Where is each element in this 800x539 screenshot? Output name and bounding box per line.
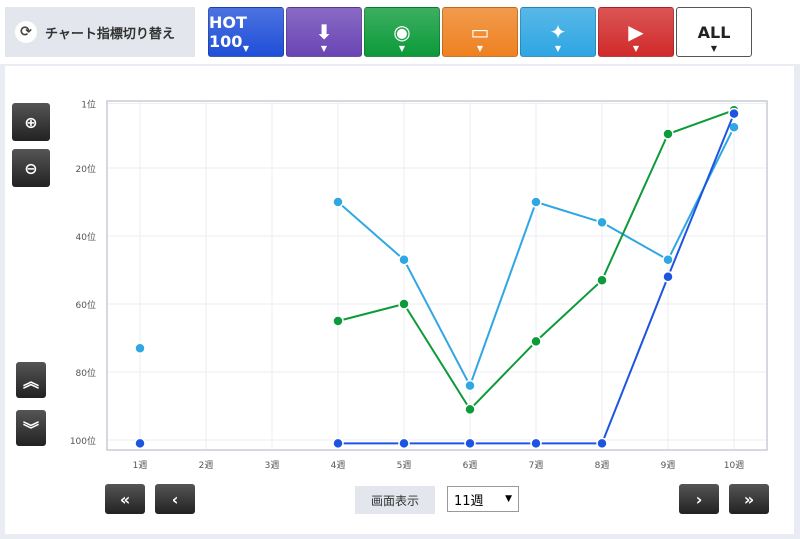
series-1-point bbox=[596, 274, 608, 286]
dropdown-arrow-icon: ▼ bbox=[505, 494, 512, 504]
series-2-point bbox=[464, 437, 476, 450]
series-2-point bbox=[662, 271, 674, 283]
tab-sales[interactable]: ⬇ ▼ bbox=[286, 7, 362, 57]
next-page-button[interactable]: › bbox=[679, 484, 719, 514]
series-1-segment bbox=[403, 303, 471, 410]
metric-tabs: HOT 100 ▼ ⬇ ▼ ◉ ▼ ▭ ▼ ✦ ▼ ▶ ▼ ALL ▼ bbox=[208, 7, 752, 57]
scroll-up-button[interactable]: ︽ bbox=[16, 362, 46, 398]
sales-icon: ⬇ bbox=[315, 20, 333, 44]
series-0-point bbox=[596, 216, 608, 229]
dropdown-arrow-icon: ▼ bbox=[710, 44, 718, 53]
series-2-point bbox=[332, 437, 344, 450]
chart-switch-label[interactable]: ⟳ チャート指標切り替え bbox=[5, 7, 195, 57]
series-0-point bbox=[134, 342, 146, 354]
dropdown-arrow-icon: ▼ bbox=[398, 44, 406, 53]
radio-icon: ◉ bbox=[393, 20, 411, 44]
y-tick-label: 80位 bbox=[76, 367, 96, 379]
zoom-out-button[interactable]: ⊖ bbox=[12, 149, 50, 187]
tab-twitter[interactable]: ✦ ▼ bbox=[520, 7, 596, 57]
y-tick-label: 40位 bbox=[76, 231, 96, 243]
x-tick-label: 8週 bbox=[595, 460, 610, 471]
dropdown-arrow-icon: ▼ bbox=[632, 44, 640, 53]
display-label: 画面表示 bbox=[355, 486, 435, 514]
series-1-point bbox=[398, 298, 410, 310]
series-0-segment bbox=[469, 201, 537, 386]
series-1-segment bbox=[601, 133, 669, 281]
series-0-point bbox=[398, 254, 410, 266]
youtube-icon: ▶ bbox=[628, 20, 644, 44]
last-page-button[interactable]: » bbox=[729, 484, 769, 514]
series-1-segment bbox=[667, 109, 735, 135]
x-tick-label: 2週 bbox=[199, 460, 214, 471]
series-1-point bbox=[662, 128, 674, 140]
x-tick-label: 10週 bbox=[724, 460, 744, 471]
series-1-segment bbox=[535, 279, 603, 343]
x-tick-label: 9週 bbox=[661, 460, 676, 471]
series-2-point bbox=[398, 437, 410, 450]
series-0-point bbox=[662, 254, 674, 266]
x-tick-label: 7週 bbox=[529, 460, 544, 471]
twitter-icon: ✦ bbox=[549, 20, 567, 44]
dropdown-arrow-icon: ▼ bbox=[242, 44, 250, 53]
tab-radio[interactable]: ◉ ▼ bbox=[364, 7, 440, 57]
series-2-point bbox=[728, 107, 740, 120]
tab-pc-cd[interactable]: ▭ ▼ bbox=[442, 7, 518, 57]
series-0-point bbox=[464, 379, 476, 392]
series-0-segment bbox=[601, 221, 669, 261]
y-tick-label: 1位 bbox=[81, 98, 96, 110]
series-2-segment bbox=[601, 276, 669, 444]
series-0-segment bbox=[535, 201, 603, 224]
first-page-button[interactable]: « bbox=[105, 484, 145, 514]
x-tick-label: 5週 bbox=[397, 460, 412, 471]
dropdown-arrow-icon: ▼ bbox=[476, 44, 484, 53]
pc-cd-icon: ▭ bbox=[470, 20, 490, 44]
scroll-down-button[interactable]: ︾ bbox=[16, 410, 46, 446]
prev-page-button[interactable]: ‹ bbox=[155, 484, 195, 514]
series-1-point bbox=[464, 403, 476, 416]
series-2-point bbox=[596, 437, 608, 450]
series-0-segment bbox=[403, 259, 471, 387]
x-tick-label: 4週 bbox=[331, 460, 346, 471]
tab-all[interactable]: ALL ▼ bbox=[676, 7, 752, 57]
refresh-icon: ⟳ bbox=[15, 21, 37, 43]
y-tick-label: 100位 bbox=[70, 435, 96, 447]
x-tick-label: 1週 bbox=[133, 460, 148, 471]
x-tick-label: 6週 bbox=[463, 460, 478, 471]
tab-youtube[interactable]: ▶ ▼ bbox=[598, 7, 674, 57]
y-tick-label: 20位 bbox=[76, 163, 96, 175]
header: ⟳ チャート指標切り替え HOT 100 ▼ ⬇ ▼ ◉ ▼ ▭ ▼ ✦ ▼ ▶ ▼ ALL ▼ bbox=[0, 0, 800, 64]
series-1-segment bbox=[469, 340, 537, 411]
series-1-point bbox=[332, 315, 344, 327]
series-0-segment bbox=[337, 201, 405, 261]
tab-label: HOT 100 bbox=[209, 13, 247, 51]
y-tick-label: 60位 bbox=[76, 299, 96, 311]
dropdown-arrow-icon: ▼ bbox=[320, 44, 328, 53]
dropdown-arrow-icon: ▼ bbox=[554, 44, 562, 53]
series-2-point bbox=[134, 437, 146, 450]
series-0-point bbox=[332, 196, 344, 208]
tab-label: ALL bbox=[697, 22, 731, 42]
series-1-point bbox=[530, 335, 542, 348]
series-2-segment bbox=[667, 113, 735, 278]
x-tick-label: 3週 bbox=[265, 460, 280, 471]
zoom-in-button[interactable]: ⊕ bbox=[12, 103, 50, 141]
weeks-select[interactable]: 11週 ▼ bbox=[447, 486, 519, 512]
series-1-segment bbox=[337, 303, 405, 322]
tab-hot-100[interactable]: HOT 100 ▼ bbox=[208, 7, 284, 57]
series-0-point bbox=[530, 196, 542, 208]
series-2-point bbox=[530, 437, 542, 450]
